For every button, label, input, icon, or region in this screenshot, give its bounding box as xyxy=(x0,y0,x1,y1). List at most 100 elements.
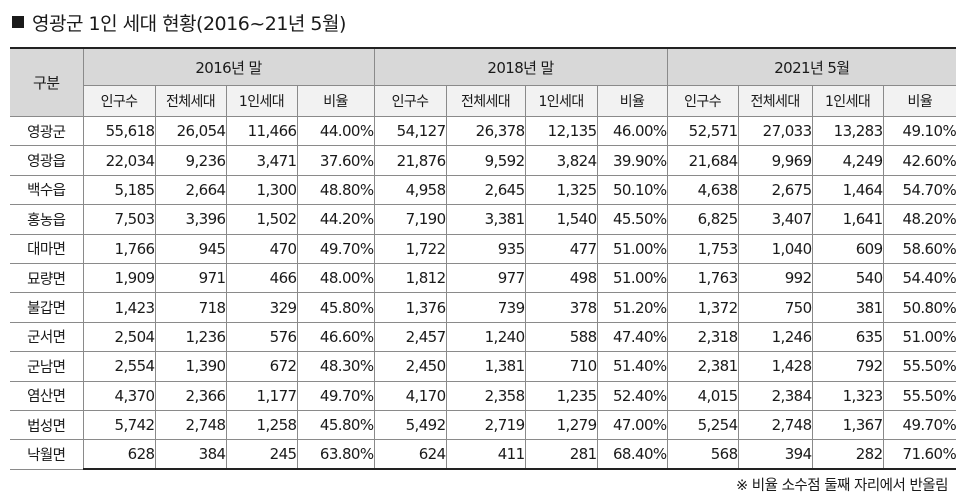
footnote: ※ 비율 소수점 둘째 자리에서 반올림 xyxy=(736,478,948,494)
table-cell: 477 xyxy=(524,233,598,264)
table-cell: 27,033 xyxy=(737,115,813,147)
table-row: 법성면 5,742 2,748 1,258 45.80% 5,492 2,719 1,279 4… xyxy=(10,409,957,441)
row-label: 백수읍 xyxy=(10,174,84,206)
table-cell: 1,909 xyxy=(82,262,156,294)
table-cell: 47.00% xyxy=(596,409,668,441)
row-label: 대마면 xyxy=(10,233,84,264)
table-cell: 466 xyxy=(225,262,298,294)
table-cell: 4,958 xyxy=(373,174,447,206)
table-cell: 52,571 xyxy=(666,115,739,147)
table-cell: 2,664 xyxy=(154,174,227,206)
table-cell: 51.00% xyxy=(596,233,668,264)
table-cell: 992 xyxy=(737,262,813,294)
table-cell: 54.40% xyxy=(882,262,957,294)
group-header-2016: 2016년 말 xyxy=(82,47,375,86)
table-cell: 45.50% xyxy=(596,204,668,235)
table-cell: 9,592 xyxy=(445,145,526,176)
table-cell: 39.90% xyxy=(596,145,668,176)
row-label: 묘량면 xyxy=(10,262,84,294)
table-cell: 11,466 xyxy=(225,115,298,147)
table-cell: 245 xyxy=(225,439,298,471)
table-cell: 1,246 xyxy=(737,321,813,353)
sub-header-cell: 인구수 xyxy=(373,85,447,117)
table-cell: 1,323 xyxy=(811,380,884,411)
table-cell: 2,358 xyxy=(445,380,526,411)
table-cell: 1,812 xyxy=(373,262,447,294)
table-cell: 977 xyxy=(445,262,526,294)
table-cell: 1,502 xyxy=(225,204,298,235)
row-label: 군서면 xyxy=(10,321,84,353)
table-cell: 282 xyxy=(811,439,884,471)
sub-header-cell: 1인세대 xyxy=(524,85,598,117)
table-cell: 44.20% xyxy=(296,204,375,235)
table-cell: 2,318 xyxy=(666,321,739,353)
table-cell: 2,748 xyxy=(737,409,813,441)
table-cell: 739 xyxy=(445,292,526,323)
sub-header-cell: 인구수 xyxy=(666,85,739,117)
table-cell: 411 xyxy=(445,439,526,471)
table-cell: 2,645 xyxy=(445,174,526,206)
table-cell: 48.20% xyxy=(882,204,957,235)
table-cell: 3,824 xyxy=(524,145,598,176)
table-cell: 281 xyxy=(524,439,598,471)
table-cell: 1,641 xyxy=(811,204,884,235)
table-cell: 1,464 xyxy=(811,174,884,206)
row-label: 낙월면 xyxy=(10,439,84,470)
table-cell: 4,170 xyxy=(373,380,447,411)
table-row: 군서면 2,504 1,236 576 46.60% 2,457 1,240 588 47.40… xyxy=(10,321,957,353)
table-row: 백수읍 5,185 2,664 1,300 48.80% 4,958 2,645 1,325 5… xyxy=(10,174,957,206)
table-cell: 609 xyxy=(811,233,884,264)
table-cell: 2,675 xyxy=(737,174,813,206)
table-cell: 568 xyxy=(666,439,739,471)
sub-header-row: 인구수 전체세대 1인세대 비율 인구수 전체세대 1인세대 비율 인구수 전체세대 1인세대 비율 xyxy=(10,85,957,117)
table-cell: 3,471 xyxy=(225,145,298,176)
table-cell: 52.40% xyxy=(596,380,668,411)
table-cell: 3,381 xyxy=(445,204,526,235)
table-cell: 1,381 xyxy=(445,351,526,382)
group-header-2021: 2021년 5월 xyxy=(666,47,957,86)
row-label: 군남면 xyxy=(10,351,84,382)
table-cell: 42.60% xyxy=(882,145,957,176)
table-cell: 2,450 xyxy=(373,351,447,382)
table-cell: 26,054 xyxy=(154,115,227,147)
table-cell: 1,763 xyxy=(666,262,739,294)
table-cell: 4,370 xyxy=(82,380,156,411)
table-cell: 37.60% xyxy=(296,145,375,176)
table-cell: 4,249 xyxy=(811,145,884,176)
table-cell: 45.80% xyxy=(296,409,375,441)
table-cell: 6,825 xyxy=(666,204,739,235)
sub-header-cell: 1인세대 xyxy=(811,85,884,117)
table-cell: 21,684 xyxy=(666,145,739,176)
table-cell: 71.60% xyxy=(882,439,957,471)
table-cell: 2,748 xyxy=(154,409,227,441)
table-cell: 1,240 xyxy=(445,321,526,353)
row-label: 법성면 xyxy=(10,409,84,441)
table-cell: 26,378 xyxy=(445,115,526,147)
square-bullet-icon xyxy=(12,16,24,28)
table-row: 염산면 4,370 2,366 1,177 49.70% 4,170 2,358 1,235 5… xyxy=(10,380,957,411)
row-label: 염산면 xyxy=(10,380,84,411)
group-header-2018: 2018년 말 xyxy=(373,47,668,86)
table-cell: 3,396 xyxy=(154,204,227,235)
table-cell: 2,504 xyxy=(82,321,156,353)
table-cell: 576 xyxy=(225,321,298,353)
table-cell: 55,618 xyxy=(82,115,156,147)
table-cell: 48.80% xyxy=(296,174,375,206)
table-cell: 7,190 xyxy=(373,204,447,235)
table-row: 영광군 55,618 26,054 11,466 44.00% 54,127 26,378 1… xyxy=(10,115,957,147)
table-cell: 1,177 xyxy=(225,380,298,411)
table-cell: 935 xyxy=(445,233,526,264)
sub-header-cell: 인구수 xyxy=(83,85,156,117)
table-cell: 5,254 xyxy=(666,409,739,441)
row-label: 영광읍 xyxy=(10,145,84,176)
table-cell: 51.00% xyxy=(596,262,668,294)
table-row: 대마면 1,766 945 470 49.70% 1,722 935 477 51.00% 1,7… xyxy=(10,233,957,264)
table-cell: 1,753 xyxy=(666,233,739,264)
table-cell: 394 xyxy=(737,439,813,471)
table-cell: 1,423 xyxy=(82,292,156,323)
table-cell: 1,540 xyxy=(524,204,598,235)
table-cell: 49.70% xyxy=(882,409,957,441)
table-cell: 1,235 xyxy=(524,380,598,411)
table-cell: 540 xyxy=(811,262,884,294)
table-cell: 55.50% xyxy=(882,380,957,411)
